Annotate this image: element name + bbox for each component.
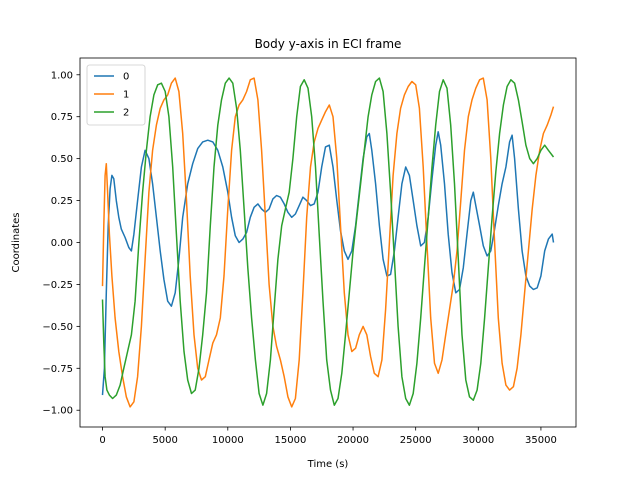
y-tick-label: 0.75 xyxy=(51,112,73,123)
x-tick-label: 25000 xyxy=(400,435,432,446)
series-line-2 xyxy=(101,77,555,406)
legend-label: 2 xyxy=(123,108,129,119)
legend-label: 1 xyxy=(123,90,129,101)
x-tick-label: 30000 xyxy=(462,435,494,446)
y-tick-label: 0.00 xyxy=(51,238,73,249)
y-tick-label: 0.25 xyxy=(51,196,73,207)
x-tick-label: 20000 xyxy=(337,435,369,446)
x-axis: 0 5000 10000 15000 20000 25000 30000 35000 xyxy=(99,427,557,446)
y-axis: −1.00 −0.75 −0.50 −0.25 0.00 0.25 0.50 0.75 1.00 xyxy=(42,70,80,417)
legend-box xyxy=(86,64,146,126)
plot-series xyxy=(101,77,555,408)
x-tick-label: 0 xyxy=(99,435,105,446)
y-tick-label: −0.50 xyxy=(42,322,73,333)
x-tick-label: 10000 xyxy=(212,435,244,446)
y-tick-label: −0.25 xyxy=(42,280,73,291)
legend-label: 0 xyxy=(123,72,129,83)
x-axis-label: Time (s) xyxy=(307,459,349,470)
y-tick-label: −0.75 xyxy=(42,364,73,375)
x-tick-label: 35000 xyxy=(525,435,557,446)
y-tick-label: 1.00 xyxy=(51,70,73,81)
chart-title: Body y-axis in ECI frame xyxy=(255,37,402,51)
y-tick-label: −1.00 xyxy=(42,406,73,417)
series-line-0 xyxy=(101,131,555,396)
x-tick-label: 15000 xyxy=(275,435,307,446)
y-tick-label: 0.50 xyxy=(51,154,73,165)
y-axis-label: Coordinates xyxy=(11,212,22,272)
legend: 0 1 2 xyxy=(86,64,146,126)
x-tick-label: 5000 xyxy=(152,435,177,446)
